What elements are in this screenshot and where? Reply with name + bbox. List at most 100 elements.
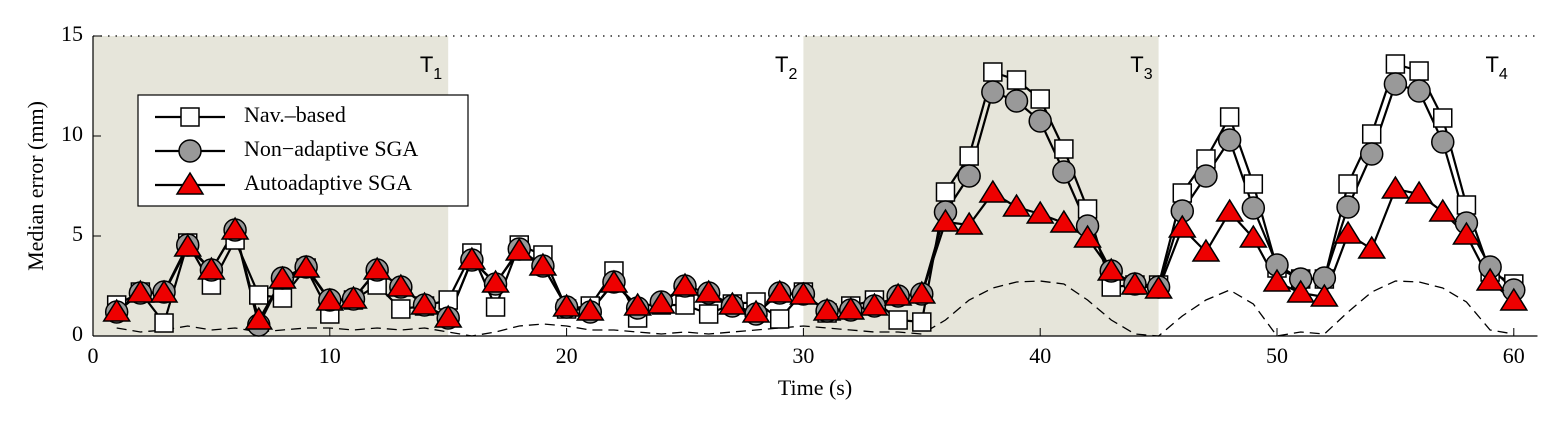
triangle-marker (197, 256, 226, 280)
square-marker (1361, 124, 1382, 144)
x-tick-label: 30 (792, 343, 814, 368)
triangle-marker (1120, 271, 1150, 295)
square-marker (769, 309, 790, 329)
triangle-marker (1238, 224, 1268, 248)
square-marker (1385, 54, 1406, 74)
region-label-main: T (1485, 52, 1498, 77)
square-marker (272, 288, 293, 308)
triangle-marker (907, 280, 937, 304)
triangle-marker (883, 282, 913, 306)
circle-marker (1028, 109, 1052, 133)
triangle-marker (1404, 180, 1434, 204)
circle-marker (1004, 89, 1029, 113)
triangle-marker (646, 290, 676, 314)
legend-marker (178, 139, 202, 163)
triangle-marker (836, 296, 866, 320)
triangle-marker (1499, 287, 1529, 311)
square-marker (1338, 174, 1358, 194)
region-label: T2 (775, 52, 797, 83)
legend-label: Autoadaptive SGA (244, 170, 412, 195)
triangle-marker (718, 291, 747, 315)
square-marker (888, 310, 908, 330)
triangle-marker (1215, 198, 1244, 222)
triangle-marker (765, 279, 795, 303)
triangle-marker (1262, 268, 1292, 292)
triangle-marker (1167, 214, 1197, 238)
square-marker (912, 312, 932, 332)
region-label: T4 (1485, 52, 1507, 83)
legend: Nav.–based Non−adaptive SGA Autoadaptive S… (137, 94, 469, 207)
triangle-marker (1357, 235, 1387, 259)
triangle-marker (173, 233, 203, 257)
y-tick-label: 5 (72, 221, 83, 246)
x-axis-label: Time (s) (778, 375, 852, 400)
region-label-sub: 1 (433, 66, 442, 83)
triangle-marker (1381, 175, 1410, 199)
triangle-marker (504, 237, 534, 261)
legend-marker (175, 171, 205, 195)
square-marker (698, 304, 719, 324)
triangle-marker (386, 273, 416, 297)
x-tick-label: 50 (1266, 343, 1288, 368)
circle-marker (1383, 72, 1408, 96)
triangle-marker (1049, 209, 1079, 233)
triangle-marker (931, 208, 960, 232)
square-marker (1219, 107, 1240, 127)
triangle-marker (433, 304, 463, 328)
circle-marker (1052, 160, 1076, 184)
triangle-marker (102, 298, 132, 322)
dashed-line (116, 280, 1514, 337)
square-marker (959, 146, 979, 166)
square-marker (675, 295, 695, 315)
square-marker (1006, 70, 1027, 90)
x-tick-label: 20 (556, 343, 578, 368)
legend-marker (180, 107, 200, 127)
circle-marker (1194, 164, 1218, 188)
region-label: T3 (1130, 52, 1152, 83)
triangle-marker (362, 256, 392, 280)
triangle-marker (244, 306, 274, 330)
triangle-marker (315, 287, 345, 311)
triangle-marker (481, 269, 510, 293)
triangle-marker (1333, 220, 1363, 244)
triangle-marker (552, 293, 581, 317)
circle-marker (981, 80, 1005, 104)
triangle-marker (1191, 238, 1221, 262)
x-tick-label: 10 (319, 343, 341, 368)
region-label-sub: 2 (788, 66, 797, 83)
square-marker (1030, 89, 1050, 109)
triangle-marker (1144, 275, 1173, 299)
square-marker (485, 297, 506, 317)
region-label-main: T (775, 52, 788, 77)
triangle-marker (789, 281, 818, 305)
square-marker (249, 285, 269, 305)
circle-marker (1431, 130, 1455, 154)
legend-label: Non−adaptive SGA (244, 136, 418, 161)
triangle-marker (1428, 198, 1458, 222)
triangle-marker (220, 216, 250, 240)
square-marker (154, 313, 174, 333)
y-axis-label: Median error (mm) (23, 101, 48, 271)
triangle-marker (623, 292, 652, 316)
triangle-marker (860, 292, 889, 316)
triangle-marker (268, 265, 297, 289)
region-label-main: T (1130, 52, 1143, 77)
square-marker (983, 62, 1003, 82)
triangle-marker (1002, 193, 1031, 217)
triangle-marker (1286, 279, 1316, 303)
triangle-marker (1096, 257, 1126, 281)
triangle-marker (1452, 221, 1481, 245)
triangle-marker (812, 297, 842, 321)
y-tick-label: 10 (61, 121, 83, 146)
triangle-marker (410, 291, 439, 315)
x-tick-label: 40 (1029, 343, 1051, 368)
square-marker (1433, 108, 1453, 128)
triangle-marker (670, 272, 700, 296)
circle-marker (1241, 196, 1266, 220)
region-label-sub: 4 (1499, 66, 1508, 83)
triangle-marker (126, 279, 155, 303)
circle-marker (1217, 128, 1242, 152)
triangle-marker (978, 179, 1008, 203)
triangle-marker (575, 297, 605, 321)
